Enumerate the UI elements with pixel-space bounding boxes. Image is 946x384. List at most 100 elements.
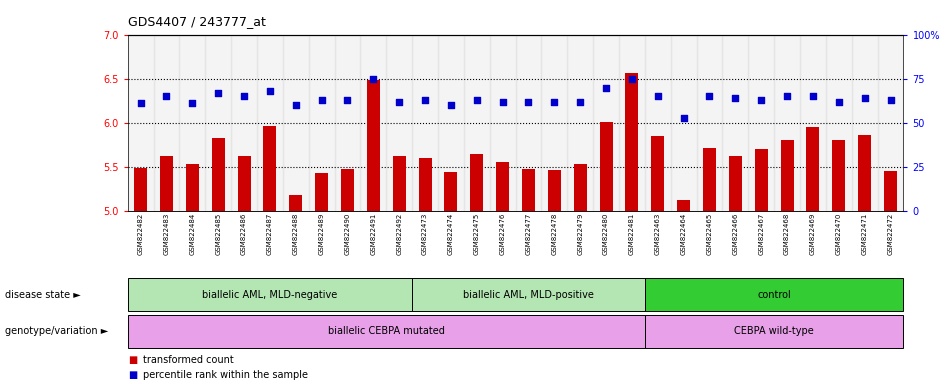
Point	[159, 93, 174, 99]
Bar	[289, 195, 302, 211]
Bar	[185, 164, 199, 211]
Bar	[780, 140, 794, 211]
Point	[599, 84, 614, 91]
Bar	[367, 79, 379, 211]
Bar	[548, 170, 561, 211]
Bar	[851, 35, 878, 211]
Text: ■: ■	[128, 355, 137, 365]
FancyBboxPatch shape	[645, 278, 903, 311]
Bar	[134, 168, 147, 211]
Text: genotype/variation ►: genotype/variation ►	[5, 326, 108, 336]
Bar	[728, 156, 742, 211]
Bar	[283, 35, 308, 211]
Bar	[393, 156, 406, 211]
Point	[289, 102, 304, 108]
Point	[676, 114, 692, 121]
Bar	[600, 122, 612, 211]
Bar	[212, 138, 224, 211]
Point	[495, 99, 510, 105]
Point	[133, 100, 149, 106]
FancyBboxPatch shape	[128, 278, 412, 311]
Bar	[308, 35, 335, 211]
Point	[236, 93, 252, 99]
Text: biallelic AML, MLD-positive: biallelic AML, MLD-positive	[463, 290, 594, 300]
Point	[832, 99, 847, 105]
Bar	[884, 170, 897, 211]
Point	[780, 93, 795, 99]
Bar	[470, 154, 483, 211]
Point	[702, 93, 717, 99]
Text: biallelic AML, MLD-negative: biallelic AML, MLD-negative	[202, 290, 338, 300]
Bar	[257, 35, 283, 211]
Bar	[445, 172, 457, 211]
Bar	[651, 136, 664, 211]
Point	[262, 88, 277, 94]
Bar	[755, 149, 767, 211]
Bar	[160, 156, 173, 211]
Point	[417, 97, 432, 103]
Bar	[625, 73, 639, 211]
Text: control: control	[757, 290, 791, 300]
Bar	[335, 35, 360, 211]
Bar	[180, 35, 205, 211]
Bar	[360, 35, 386, 211]
Bar	[153, 35, 180, 211]
Bar	[832, 140, 845, 211]
Text: biallelic CEBPA mutated: biallelic CEBPA mutated	[328, 326, 445, 336]
Text: transformed count: transformed count	[143, 355, 234, 365]
Point	[340, 97, 355, 103]
Bar	[464, 35, 490, 211]
Bar	[677, 200, 690, 211]
Text: disease state ►: disease state ►	[5, 290, 80, 300]
Bar	[748, 35, 774, 211]
Bar	[671, 35, 696, 211]
Bar	[878, 35, 903, 211]
Point	[883, 97, 898, 103]
Bar	[593, 35, 619, 211]
Text: percentile rank within the sample: percentile rank within the sample	[143, 370, 307, 380]
Bar	[412, 35, 438, 211]
Point	[754, 97, 769, 103]
Bar	[774, 35, 800, 211]
FancyBboxPatch shape	[412, 278, 645, 311]
Bar	[645, 35, 671, 211]
Bar	[490, 35, 516, 211]
Bar	[386, 35, 412, 211]
Bar	[619, 35, 645, 211]
Bar	[696, 35, 723, 211]
Point	[444, 102, 459, 108]
Text: ■: ■	[128, 370, 137, 380]
Point	[650, 93, 665, 99]
Point	[727, 95, 743, 101]
Point	[805, 93, 820, 99]
Bar	[568, 35, 593, 211]
Point	[857, 95, 872, 101]
FancyBboxPatch shape	[128, 315, 645, 348]
Bar	[858, 135, 871, 211]
Point	[314, 97, 329, 103]
Point	[521, 99, 536, 105]
Point	[624, 76, 639, 82]
Point	[211, 90, 226, 96]
Bar	[522, 169, 534, 211]
Point	[572, 99, 587, 105]
Bar	[263, 126, 276, 211]
Bar	[496, 162, 509, 211]
Bar	[703, 147, 716, 211]
Point	[547, 99, 562, 105]
Bar	[341, 169, 354, 211]
Text: CEBPA wild-type: CEBPA wild-type	[734, 326, 814, 336]
Bar	[723, 35, 748, 211]
Text: GDS4407 / 243777_at: GDS4407 / 243777_at	[128, 15, 266, 28]
Bar	[231, 35, 257, 211]
Point	[184, 100, 200, 106]
Bar	[800, 35, 826, 211]
Point	[392, 99, 407, 105]
FancyBboxPatch shape	[645, 315, 903, 348]
Bar	[438, 35, 464, 211]
Point	[469, 97, 484, 103]
Bar	[826, 35, 851, 211]
Bar	[516, 35, 541, 211]
Bar	[205, 35, 231, 211]
Bar	[541, 35, 568, 211]
